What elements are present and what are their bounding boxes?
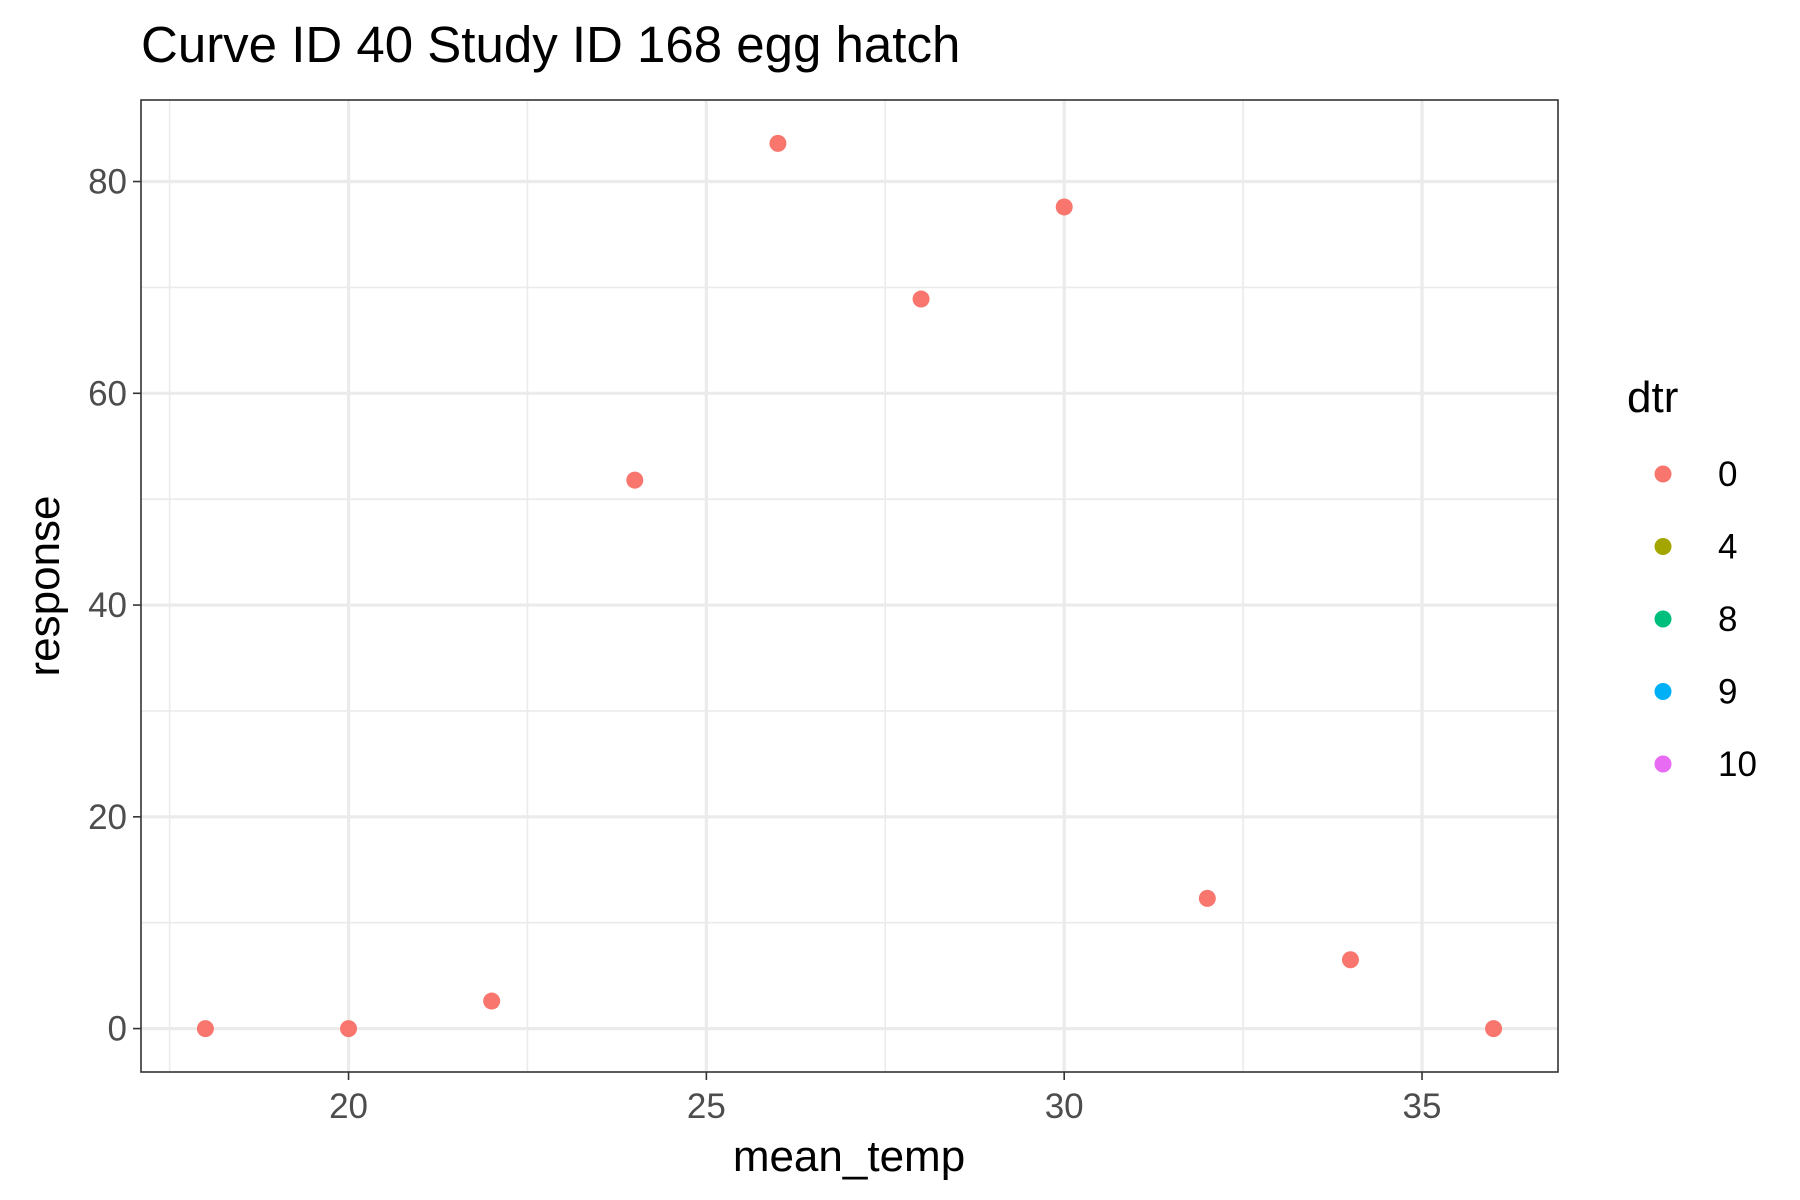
- x-axis-title: mean_temp: [733, 1132, 965, 1181]
- panel-background: [141, 100, 1558, 1072]
- legend-label: 10: [1718, 745, 1757, 784]
- y-tick-label: 0: [108, 1010, 127, 1049]
- data-points: [196, 134, 1503, 1038]
- data-point: [340, 1020, 358, 1038]
- chart-title: Curve ID 40 Study ID 168 egg hatch: [141, 16, 960, 73]
- y-tick-label: 20: [88, 798, 127, 837]
- y-axis: 0 20 40 60 80: [88, 163, 141, 1049]
- data-point: [196, 1020, 214, 1038]
- legend-title: dtr: [1627, 373, 1678, 422]
- x-tick-label: 35: [1403, 1087, 1442, 1126]
- panel-border: [140, 99, 1559, 1073]
- legend-key: [1654, 610, 1672, 628]
- data-point: [769, 134, 787, 152]
- y-tick-label: 80: [88, 163, 127, 202]
- data-point: [483, 992, 501, 1010]
- y-tick-label: 60: [88, 374, 127, 413]
- minor-gridlines: [141, 100, 1558, 1072]
- y-axis-title: response: [20, 495, 69, 676]
- x-axis: 20 25 30 35: [329, 1072, 1441, 1126]
- y-tick-label: 40: [88, 586, 127, 625]
- legend-items: 0 4 8 9 10: [1654, 455, 1757, 784]
- plot-panel: [140, 99, 1559, 1073]
- data-point: [1198, 889, 1216, 907]
- legend-key: [1654, 683, 1672, 700]
- legend-label: 0: [1718, 455, 1737, 494]
- data-point: [912, 290, 930, 308]
- major-gridlines: [141, 100, 1558, 1072]
- legend-key: [1654, 465, 1672, 483]
- legend-key: [1654, 538, 1672, 555]
- legend: dtr 0 4 8 9 10: [1627, 373, 1757, 784]
- data-point: [1055, 198, 1073, 216]
- x-tick-label: 30: [1045, 1087, 1084, 1126]
- x-tick-label: 25: [687, 1087, 726, 1126]
- x-tick-label: 20: [329, 1087, 368, 1126]
- legend-label: 8: [1718, 600, 1737, 639]
- data-point: [626, 471, 644, 489]
- legend-key: [1654, 755, 1672, 773]
- data-point: [1485, 1020, 1503, 1038]
- legend-label: 4: [1718, 528, 1737, 567]
- data-point: [1341, 951, 1359, 969]
- legend-label: 9: [1718, 673, 1737, 712]
